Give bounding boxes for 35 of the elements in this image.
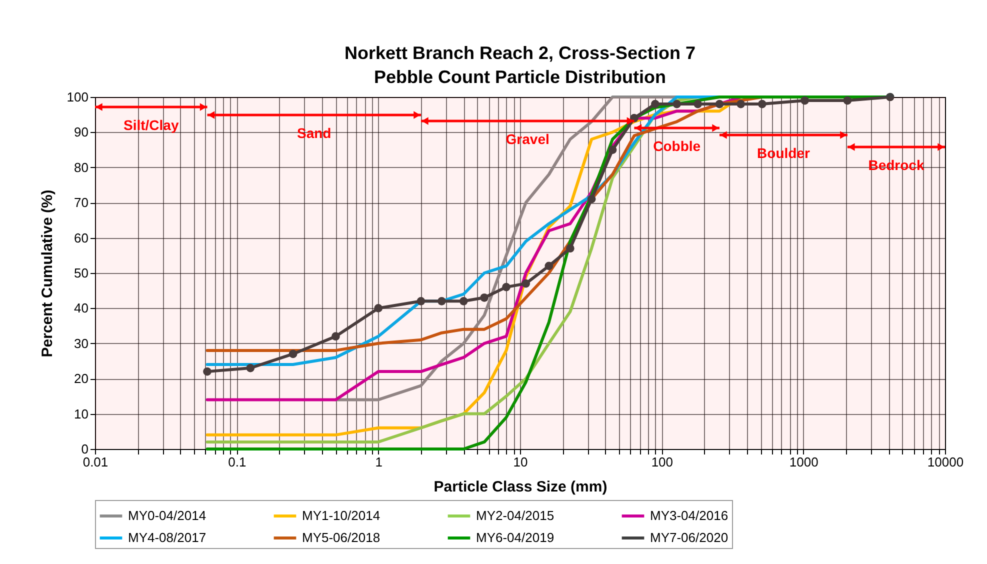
y-tick-label: 90	[74, 124, 88, 140]
legend-label: MY2-04/2015	[476, 508, 554, 523]
legend-label: MY3-04/2016	[650, 508, 728, 523]
band-label: Gravel	[506, 131, 550, 147]
y-tick-label: 30	[74, 336, 88, 351]
legend-label: MY5-06/2018	[302, 530, 380, 545]
x-tick-label: 0.01	[82, 454, 108, 470]
legend-label: MY4-08/2017	[128, 530, 206, 545]
legend-label: MY7-06/2020	[650, 530, 728, 545]
y-tick-label: 60	[74, 230, 88, 246]
band-label: Sand	[297, 125, 332, 141]
y-tick-label: 0	[81, 442, 88, 456]
y-axis-title: Percent Cumulative (%)	[38, 190, 56, 358]
x-tick-label: 10000	[927, 454, 964, 470]
x-tick-label: 0.1	[228, 454, 246, 470]
x-tick-label: 100	[651, 454, 674, 470]
y-tick-label: 20	[74, 371, 88, 386]
band-label: Cobble	[653, 138, 701, 154]
x-tick-label: 1	[375, 454, 382, 470]
legend-label: MY0-04/2014	[128, 508, 206, 523]
legend-label: MY6-04/2019	[476, 530, 554, 545]
y-tick-label: 80	[74, 160, 88, 175]
y-tick-label: 70	[74, 195, 88, 210]
y-tick-label: 10	[74, 406, 88, 422]
x-tick-label: 1000	[789, 454, 818, 470]
y-tick-label: 50	[74, 266, 88, 280]
x-axis-title: Particle Class Size (mm)	[434, 478, 608, 496]
y-tick-label: 40	[74, 300, 88, 316]
chart-title: Norkett Branch Reach 2, Cross-Section 7 Pebble Count Particle Distribution	[344, 43, 696, 87]
band-label: Silt/Clay	[124, 117, 179, 133]
legend-label: MY1-10/2014	[302, 508, 380, 523]
x-tick-label: 10	[513, 454, 528, 470]
band-label: Boulder	[757, 145, 810, 161]
y-tick-label: 100	[66, 90, 88, 104]
band-label: Bedrock	[868, 157, 924, 173]
